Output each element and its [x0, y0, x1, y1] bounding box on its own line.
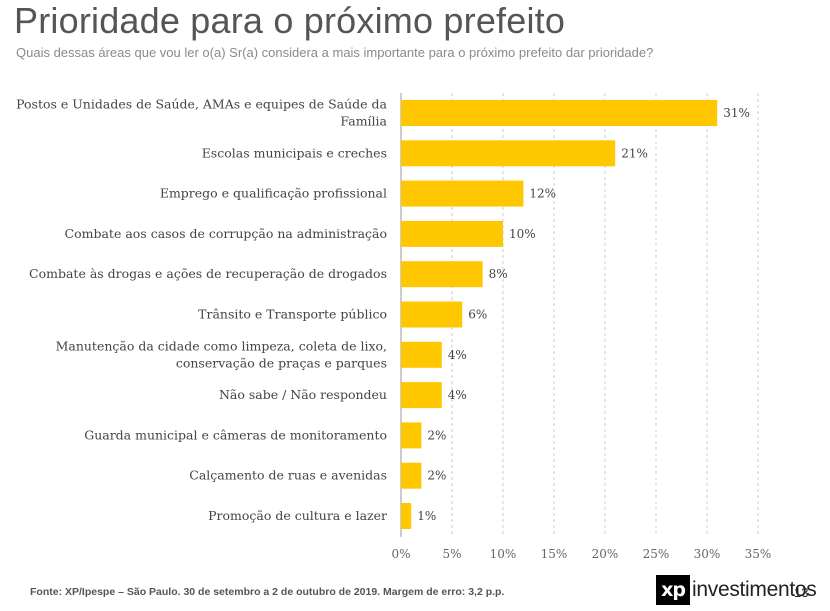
category-label: Combate aos casos de corrupção na admini…: [65, 226, 387, 241]
bar: [401, 422, 422, 449]
page-subtitle: Quais dessas áreas que vou ler o(a) Sr(a…: [16, 45, 654, 60]
data-label: 31%: [723, 106, 750, 120]
category-label-line: Trânsito e Transporte público: [198, 307, 387, 322]
bar: [401, 341, 442, 368]
category-label-line: Manutenção da cidade como limpeza, colet…: [56, 338, 387, 353]
xp-logo: xp investimentos: [656, 575, 817, 605]
bar: [401, 180, 524, 207]
source-note: Fonte: XP/Ipespe – São Paulo. 30 de sete…: [30, 586, 505, 598]
category-label: Escolas municipais e creches: [202, 145, 387, 160]
category-label: Calçamento de ruas e avenidas: [189, 468, 387, 483]
data-label: 12%: [529, 187, 556, 201]
x-tick-label: 25%: [643, 547, 670, 561]
bar: [401, 301, 463, 328]
category-label-line: Postos e Unidades de Saúde, AMAs e equip…: [16, 97, 387, 112]
data-label: 4%: [448, 348, 467, 362]
bar: [401, 140, 616, 167]
category-label: Trânsito e Transporte público: [198, 307, 387, 322]
category-label: Não sabe / Não respondeu: [219, 387, 387, 402]
category-labels-layer: 31% Postos e Unidades de Saúde, AMAs e eq…: [16, 97, 750, 524]
data-label: 10%: [509, 227, 536, 241]
bar-chart: 31% Postos e Unidades de Saúde, AMAs e eq…: [16, 93, 771, 561]
data-label: 4%: [448, 388, 467, 402]
x-tick-label: 10%: [490, 547, 517, 561]
category-label-line: Calçamento de ruas e avenidas: [189, 468, 387, 483]
page-title: Prioridade para o próximo prefeito: [14, 0, 566, 41]
data-label: 2%: [427, 428, 446, 442]
x-tick-label: 30%: [694, 547, 721, 561]
data-label: 6%: [468, 308, 487, 322]
data-label: 1%: [417, 509, 436, 523]
bar: [401, 503, 412, 529]
bars-layer: [401, 100, 718, 529]
bar: [401, 382, 442, 409]
x-tick-label: 15%: [541, 547, 568, 561]
page-number: 13: [794, 585, 809, 600]
category-label: Combate às drogas e ações de recuperação…: [29, 266, 387, 281]
category-label-line: Combate aos casos de corrupção na admini…: [65, 226, 387, 241]
data-label: 8%: [489, 267, 508, 281]
category-label-line: Família: [340, 114, 387, 129]
bar: [401, 100, 718, 126]
tick-labels-layer: 0% 5% 10% 15% 20% 25% 30% 35%: [391, 547, 771, 561]
category-label-line: Não sabe / Não respondeu: [219, 387, 387, 402]
xp-logo-text: investimentos: [692, 578, 817, 601]
category-label-line: Emprego e qualificação profissional: [160, 186, 387, 201]
category-label: Emprego e qualificação profissional: [160, 186, 387, 201]
category-label: Guarda municipal e câmeras de monitorame…: [84, 427, 387, 442]
category-label-line: Combate às drogas e ações de recuperação…: [29, 266, 387, 281]
data-label: 21%: [621, 146, 648, 160]
category-label: Promoção de cultura e lazer: [208, 508, 387, 523]
x-tick-label: 35%: [745, 547, 772, 561]
category-label-line: Promoção de cultura e lazer: [208, 508, 387, 523]
x-tick-label: 0%: [391, 547, 410, 561]
bar: [401, 220, 503, 247]
category-label: Manutenção da cidade como limpeza, colet…: [56, 338, 387, 370]
bar: [401, 462, 422, 489]
x-tick-label: 5%: [442, 547, 461, 561]
data-label: 2%: [427, 469, 446, 483]
xp-logo-mark: xp: [656, 575, 690, 605]
category-label-line: Guarda municipal e câmeras de monitorame…: [84, 427, 387, 442]
x-tick-label: 20%: [592, 547, 619, 561]
category-label-line: Escolas municipais e creches: [202, 145, 387, 160]
category-label: Postos e Unidades de Saúde, AMAs e equip…: [16, 97, 387, 129]
bar: [401, 261, 483, 288]
category-label-line: conservação de praças e parques: [176, 355, 387, 370]
